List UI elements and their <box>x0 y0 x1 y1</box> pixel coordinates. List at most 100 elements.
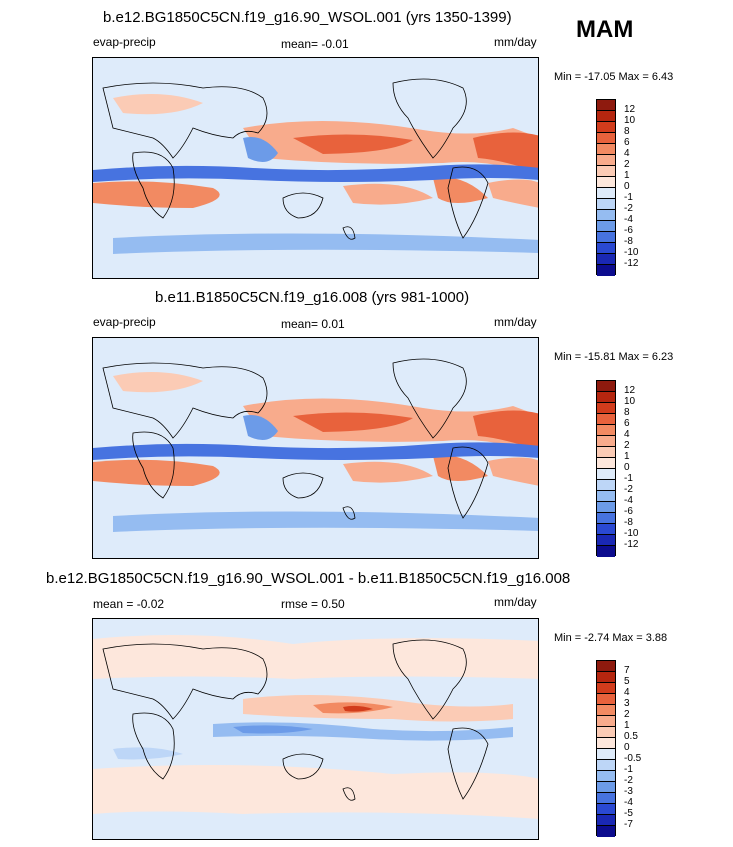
panel3-colorbar-tick-label: -3 <box>624 786 633 797</box>
panel3-colorbar-swatch <box>597 727 615 738</box>
panel2-colorbar-swatch <box>597 447 615 458</box>
panel3-colorbar-tick-label: -1 <box>624 764 633 775</box>
panel1-colorbar-tick-label: 4 <box>624 148 630 159</box>
panel3-colorbar-tick-label: -4 <box>624 797 633 808</box>
panel1-colorbar-tick-label: 2 <box>624 159 630 170</box>
panel1-map <box>92 57 539 279</box>
panel2-colorbar-tick-label: -6 <box>624 506 633 517</box>
panel1-colorbar-tick-label: -6 <box>624 225 633 236</box>
panel1-colorbar-swatch <box>597 144 615 155</box>
panel1-colorbar-tick-label: -1 <box>624 192 633 203</box>
panel3-units-label: mm/day <box>494 595 537 609</box>
panel2-colorbar-swatch <box>597 425 615 436</box>
panel3-colorbar-tick-label: -7 <box>624 819 633 830</box>
panel2-colorbar-tick-label: -12 <box>624 539 639 550</box>
panel2-colorbar-swatch <box>597 403 615 414</box>
panel2-colorbar-swatch <box>597 480 615 491</box>
panel3-title: b.e12.BG1850C5CN.f19_g16.90_WSOL.001 - b… <box>46 570 571 587</box>
panel2-colorbar-tick-label: 8 <box>624 407 630 418</box>
panel2-map <box>92 337 539 559</box>
panel2-colorbar-swatch <box>597 513 615 524</box>
panel3-colorbar-swatch <box>597 804 615 815</box>
panel3-colorbar-swatch <box>597 738 615 749</box>
panel3-colorbar-swatch <box>597 782 615 793</box>
panel3-colorbar-tick-label: 0 <box>624 742 630 753</box>
panel2-colorbar-tick-label: -1 <box>624 473 633 484</box>
panel1-colorbar-tick-label: 8 <box>624 126 630 137</box>
panel1-minmax: Min = -17.05 Max = 6.43 <box>554 71 674 83</box>
panel3-colorbar-swatch <box>597 716 615 727</box>
panel2-title: b.e11.B1850C5CN.f19_g16.008 (yrs 981-100… <box>155 289 470 306</box>
panel2-colorbar <box>596 380 616 557</box>
panel2-colorbar-tick-label: 10 <box>624 396 636 407</box>
panel3-colorbar <box>596 660 616 837</box>
panel2-colorbar-swatch <box>597 381 615 392</box>
panel2-colorbar-tick-label: 12 <box>624 385 636 396</box>
panel1-colorbar-tick-label: 10 <box>624 115 636 126</box>
panel1-colorbar-swatch <box>597 155 615 166</box>
panel2-colorbar-swatch <box>597 392 615 403</box>
panel1-title: b.e12.BG1850C5CN.f19_g16.90_WSOL.001 (yr… <box>103 9 512 26</box>
panel3-colorbar-tick-label: -2 <box>624 775 633 786</box>
panel2-minmax: Min = -15.81 Max = 6.23 <box>554 351 674 363</box>
panel2-map-svg <box>93 338 538 558</box>
panel3-colorbar-swatch <box>597 672 615 683</box>
panel1-colorbar-swatch <box>597 100 615 111</box>
panel3-colorbar-swatch <box>597 771 615 782</box>
panel1-colorbar-tick-label: -12 <box>624 258 639 269</box>
panel1-colorbar-tick-label: 12 <box>624 104 636 115</box>
panel1-colorbar-tick-label: -8 <box>624 236 633 247</box>
panel3-colorbar-tick-label: 7 <box>624 665 630 676</box>
panel2-colorbar-tick-label: 0 <box>624 462 630 473</box>
panel3-colorbar-tick-label: 0.5 <box>624 731 638 742</box>
panel2-colorbar-swatch <box>597 491 615 502</box>
panel3-colorbar-swatch <box>597 749 615 760</box>
panel2-colorbar-swatch <box>597 436 615 447</box>
panel3-rmse-label: rmse = 0.50 <box>281 597 345 611</box>
panel3-colorbar-swatch <box>597 705 615 716</box>
panel2-colorbar-tick-label: 4 <box>624 429 630 440</box>
panel2-left-label: evap-precip <box>93 315 156 329</box>
panel1-colorbar-swatch <box>597 188 615 199</box>
panel1-colorbar-tick-label: -2 <box>624 203 633 214</box>
panel1-colorbar-tick-label: -10 <box>624 247 639 258</box>
panel3-left-label: mean = -0.02 <box>93 597 165 611</box>
panel3-colorbar-swatch <box>597 760 615 771</box>
panel1-colorbar-swatch <box>597 232 615 243</box>
panel3-minmax: Min = -2.74 Max = 3.88 <box>554 632 668 644</box>
panel3-colorbar-swatch <box>597 661 615 672</box>
panel3-colorbar-tick-label: -0.5 <box>624 753 642 764</box>
panel1-mean-label: mean= -0.01 <box>281 37 349 51</box>
panel1-colorbar-tick-label: 0 <box>624 181 630 192</box>
panel2-colorbar-swatch <box>597 535 615 546</box>
panel1-units-label: mm/day <box>494 35 537 49</box>
panel3-map-svg <box>93 619 538 839</box>
panel3-colorbar-swatch <box>597 683 615 694</box>
panel3-colorbar-tick-label: 2 <box>624 709 630 720</box>
panel2-mean-label: mean= 0.01 <box>281 317 345 331</box>
panel2-colorbar-tick-label: -10 <box>624 528 639 539</box>
panel1-colorbar <box>596 99 616 276</box>
panel2-colorbar-tick-label: -8 <box>624 517 633 528</box>
panel1-colorbar-swatch <box>597 166 615 177</box>
panel2-colorbar-tick-label: 2 <box>624 440 630 451</box>
panel3-colorbar-swatch <box>597 793 615 804</box>
panel1-colorbar-swatch <box>597 210 615 221</box>
panel1-colorbar-tick-label: 6 <box>624 137 630 148</box>
panel1-colorbar-swatch <box>597 254 615 265</box>
panel2-colorbar-swatch <box>597 414 615 425</box>
panel3-colorbar-tick-label: 4 <box>624 687 630 698</box>
panel1-colorbar-swatch <box>597 177 615 188</box>
panel1-colorbar-swatch <box>597 243 615 254</box>
panel1-colorbar-swatch <box>597 133 615 144</box>
panel2-colorbar-tick-label: 1 <box>624 451 630 462</box>
season-label: MAM <box>576 16 634 43</box>
panel3-colorbar-swatch <box>597 826 615 837</box>
panel3-map <box>92 618 539 840</box>
panel3-colorbar-swatch <box>597 694 615 705</box>
panel2-colorbar-swatch <box>597 524 615 535</box>
panel1-colorbar-tick-label: -4 <box>624 214 633 225</box>
panel1-colorbar-swatch <box>597 199 615 210</box>
panel3-colorbar-swatch <box>597 815 615 826</box>
panel2-colorbar-swatch <box>597 546 615 557</box>
